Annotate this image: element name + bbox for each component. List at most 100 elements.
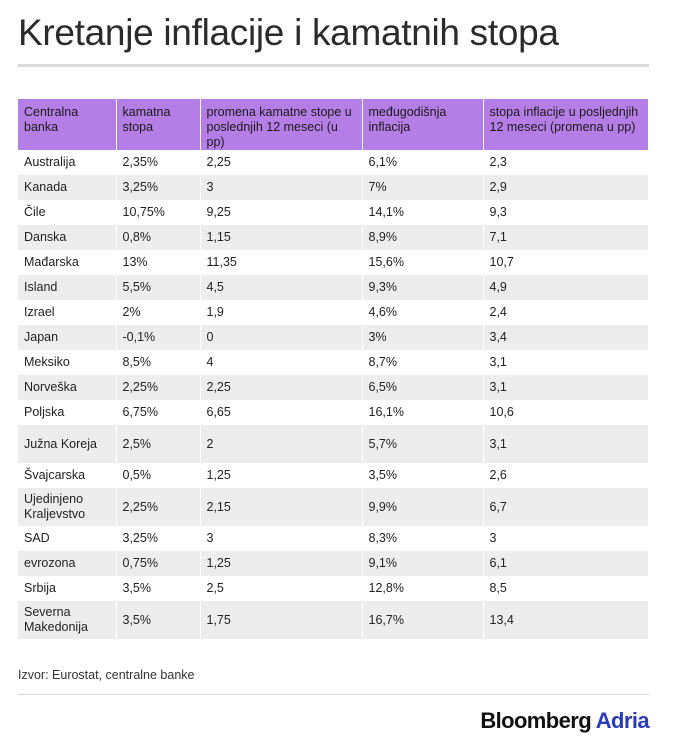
cell-central-bank: SAD xyxy=(18,526,116,551)
cell-rate-change: 1,25 xyxy=(199,551,362,576)
cell-interest-rate: 3,25% xyxy=(115,526,200,551)
cell-central-bank: Severna Makedonija xyxy=(18,601,116,639)
cell-yoy-inflation: 3,5% xyxy=(361,463,483,488)
cell-inflation-change: 3,1 xyxy=(482,375,648,400)
cell-interest-rate: 2,25% xyxy=(115,375,200,400)
header-interest-rate: kamatna stopa xyxy=(115,99,200,150)
cell-central-bank: evrozona xyxy=(18,551,116,576)
cell-yoy-inflation: 8,9% xyxy=(361,225,483,250)
cell-rate-change: 4,5 xyxy=(199,275,362,300)
cell-interest-rate: 0,75% xyxy=(115,551,200,576)
table-row: Severna Makedonija 3,5% 1,75 16,7% 13,4 xyxy=(18,601,648,639)
header-central-bank: Centralna banka xyxy=(18,99,116,150)
cell-rate-change: 3 xyxy=(199,175,362,200)
page-title: Kretanje inflacije i kamatnih stopa xyxy=(18,12,559,53)
cell-rate-change: 6,65 xyxy=(199,400,362,425)
table-row: Danska 0,8% 1,15 8,9% 7,1 xyxy=(18,225,648,250)
cell-interest-rate: 2,5% xyxy=(115,425,200,463)
cell-inflation-change: 3,4 xyxy=(482,325,648,350)
cell-interest-rate: 6,75% xyxy=(115,400,200,425)
table-row: Norveška 2,25% 2,25 6,5% 3,1 xyxy=(18,375,648,400)
cell-central-bank: Ujedinjeno Kraljevstvo xyxy=(18,488,116,526)
cell-interest-rate: 2,35% xyxy=(115,150,200,175)
header-yoy-inflation: međugodišnja inflacija xyxy=(361,99,483,150)
cell-central-bank: Švajcarska xyxy=(18,463,116,488)
cell-inflation-change: 13,4 xyxy=(482,601,648,639)
cell-yoy-inflation: 9,9% xyxy=(361,488,483,526)
table-row: Japan -0,1% 0 3% 3,4 xyxy=(18,325,648,350)
table-row: evrozona 0,75% 1,25 9,1% 6,1 xyxy=(18,551,648,576)
cell-central-bank: Čile xyxy=(18,200,116,225)
cell-rate-change: 1,25 xyxy=(199,463,362,488)
cell-central-bank: Južna Koreja xyxy=(18,425,116,463)
cell-yoy-inflation: 9,3% xyxy=(361,275,483,300)
cell-rate-change: 0 xyxy=(199,325,362,350)
cell-interest-rate: 0,5% xyxy=(115,463,200,488)
table-row: Poljska 6,75% 6,65 16,1% 10,6 xyxy=(18,400,648,425)
cell-central-bank: Danska xyxy=(18,225,116,250)
table-row: Australija 2,35% 2,25 6,1% 2,3 xyxy=(18,150,648,175)
cell-rate-change: 2,25 xyxy=(199,150,362,175)
cell-interest-rate: 10,75% xyxy=(115,200,200,225)
cell-inflation-change: 2,6 xyxy=(482,463,648,488)
title-divider xyxy=(18,64,649,67)
cell-inflation-change: 10,7 xyxy=(482,250,648,275)
cell-interest-rate: -0,1% xyxy=(115,325,200,350)
table-row: SAD 3,25% 3 8,3% 3 xyxy=(18,526,648,551)
cell-yoy-inflation: 4,6% xyxy=(361,300,483,325)
cell-rate-change: 2,15 xyxy=(199,488,362,526)
cell-inflation-change: 2,4 xyxy=(482,300,648,325)
cell-inflation-change: 4,9 xyxy=(482,275,648,300)
cell-yoy-inflation: 6,1% xyxy=(361,150,483,175)
cell-yoy-inflation: 8,3% xyxy=(361,526,483,551)
cell-inflation-change: 3 xyxy=(482,526,648,551)
cell-central-bank: Norveška xyxy=(18,375,116,400)
logo-region: Adria xyxy=(595,708,650,733)
cell-interest-rate: 5,5% xyxy=(115,275,200,300)
cell-inflation-change: 2,3 xyxy=(482,150,648,175)
table-row: Island 5,5% 4,5 9,3% 4,9 xyxy=(18,275,648,300)
header-rate-change: promena kamatne stope u poslednjih 12 me… xyxy=(199,99,362,150)
cell-central-bank: Australija xyxy=(18,150,116,175)
logo-brand: Bloomberg xyxy=(480,708,592,733)
cell-rate-change: 2,5 xyxy=(199,576,362,601)
cell-central-bank: Poljska xyxy=(18,400,116,425)
cell-central-bank: Japan xyxy=(18,325,116,350)
cell-central-bank: Island xyxy=(18,275,116,300)
cell-central-bank: Kanada xyxy=(18,175,116,200)
cell-central-bank: Izrael xyxy=(18,300,116,325)
header-inflation-change: stopa inflacije u posljednjih 12 meseci … xyxy=(482,99,648,150)
cell-yoy-inflation: 8,7% xyxy=(361,350,483,375)
table-row: Švajcarska 0,5% 1,25 3,5% 2,6 xyxy=(18,463,648,488)
table-row: Ujedinjeno Kraljevstvo 2,25% 2,15 9,9% 6,7 xyxy=(18,488,648,526)
source-note: Izvor: Eurostat, centralne banke xyxy=(18,668,195,682)
cell-rate-change: 1,15 xyxy=(199,225,362,250)
cell-inflation-change: 6,1 xyxy=(482,551,648,576)
cell-rate-change: 9,25 xyxy=(199,200,362,225)
cell-yoy-inflation: 15,6% xyxy=(361,250,483,275)
cell-central-bank: Mađarska xyxy=(18,250,116,275)
cell-yoy-inflation: 7% xyxy=(361,175,483,200)
cell-inflation-change: 3,1 xyxy=(482,425,648,463)
cell-yoy-inflation: 12,8% xyxy=(361,576,483,601)
cell-inflation-change: 2,9 xyxy=(482,175,648,200)
cell-interest-rate: 8,5% xyxy=(115,350,200,375)
cell-interest-rate: 0,8% xyxy=(115,225,200,250)
cell-yoy-inflation: 6,5% xyxy=(361,375,483,400)
cell-rate-change: 1,9 xyxy=(199,300,362,325)
cell-inflation-change: 6,7 xyxy=(482,488,648,526)
cell-rate-change: 1,75 xyxy=(199,601,362,639)
table-row: Izrael 2% 1,9 4,6% 2,4 xyxy=(18,300,648,325)
cell-yoy-inflation: 16,1% xyxy=(361,400,483,425)
cell-interest-rate: 3,5% xyxy=(115,576,200,601)
cell-interest-rate: 3,5% xyxy=(115,601,200,639)
cell-yoy-inflation: 9,1% xyxy=(361,551,483,576)
cell-rate-change: 11,35 xyxy=(199,250,362,275)
cell-yoy-inflation: 5,7% xyxy=(361,425,483,463)
table-row: Srbija 3,5% 2,5 12,8% 8,5 xyxy=(18,576,648,601)
cell-inflation-change: 3,1 xyxy=(482,350,648,375)
cell-central-bank: Meksiko xyxy=(18,350,116,375)
table-row: Kanada 3,25% 3 7% 2,9 xyxy=(18,175,648,200)
table-row: Meksiko 8,5% 4 8,7% 3,1 xyxy=(18,350,648,375)
cell-rate-change: 2,25 xyxy=(199,375,362,400)
